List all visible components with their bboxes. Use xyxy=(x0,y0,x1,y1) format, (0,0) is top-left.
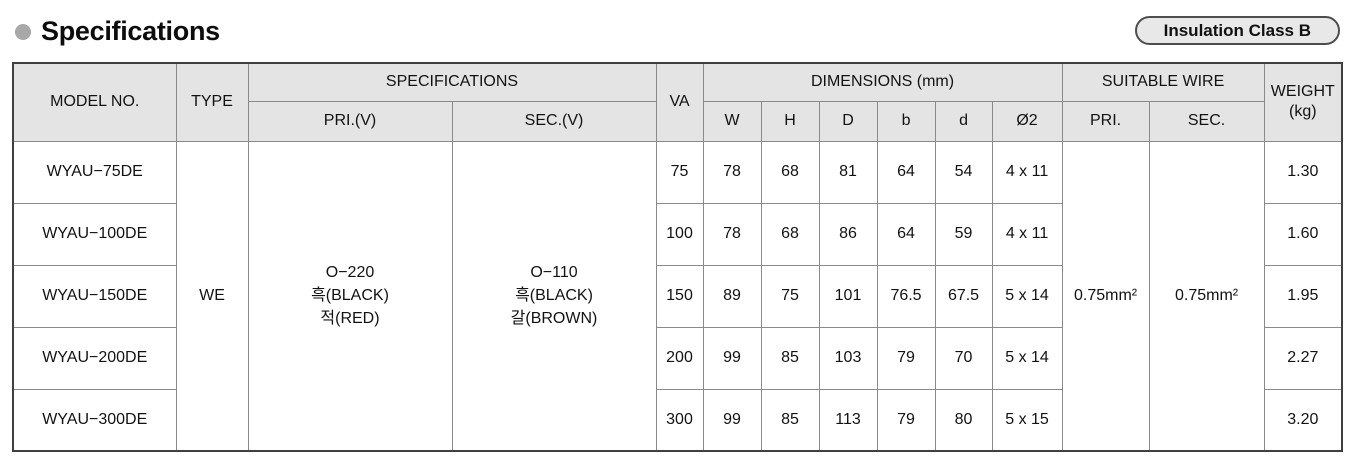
cell-dim-dia2: 5 x 14 xyxy=(991,326,1063,390)
cell-dim-dia2: 4 x 11 xyxy=(991,140,1063,204)
cell-dim-dia2: 4 x 11 xyxy=(991,202,1063,266)
cell-weight: 1.95 xyxy=(1263,264,1343,328)
cell-dim-d-small: 70 xyxy=(934,326,993,390)
cell-dim-b: 79 xyxy=(876,388,936,452)
cell-va: 200 xyxy=(655,326,704,390)
cell-dim-d: 81 xyxy=(818,140,878,204)
cell-model: WYAU−300DE xyxy=(12,388,177,452)
table-row: WYAU−150DE 150 89 75 101 76.5 67.5 5 x 1… xyxy=(12,264,1343,328)
cell-dim-b: 64 xyxy=(876,202,936,266)
col-header-pri-v: PRI.(V) xyxy=(247,100,453,142)
table-row: WYAU−300DE 300 99 85 113 79 80 5 x 15 3.… xyxy=(12,388,1343,452)
col-header-dim-w: W xyxy=(702,100,762,142)
cell-dim-d: 113 xyxy=(818,388,878,452)
cell-type-merged: WE xyxy=(175,140,249,452)
col-header-dim-dia2: Ø2 xyxy=(991,100,1063,142)
cell-weight: 1.30 xyxy=(1263,140,1343,204)
cell-dim-b: 64 xyxy=(876,140,936,204)
col-header-dimensions: DIMENSIONS (mm) xyxy=(702,62,1063,102)
pri-spec-line3: 적(RED) xyxy=(320,310,380,328)
bullet-icon xyxy=(15,23,31,40)
cell-dim-b: 76.5 xyxy=(876,264,936,328)
cell-dim-w: 99 xyxy=(702,388,762,452)
cell-va: 75 xyxy=(655,140,704,204)
cell-dim-dia2: 5 x 14 xyxy=(991,264,1063,328)
cell-pri-spec-merged: O−220 흑(BLACK) 적(RED) xyxy=(247,140,453,452)
col-header-wire-pri: PRI. xyxy=(1061,100,1150,142)
cell-va: 150 xyxy=(655,264,704,328)
cell-dim-h: 75 xyxy=(760,264,820,328)
cell-dim-d-small: 80 xyxy=(934,388,993,452)
col-header-dim-h: H xyxy=(760,100,820,142)
cell-weight: 2.27 xyxy=(1263,326,1343,390)
cell-dim-b: 79 xyxy=(876,326,936,390)
sec-spec-line3: 갈(BROWN) xyxy=(510,310,598,328)
col-header-type: TYPE xyxy=(175,62,249,142)
cell-dim-w: 78 xyxy=(702,140,762,204)
cell-weight: 3.20 xyxy=(1263,388,1343,452)
cell-dim-h: 85 xyxy=(760,326,820,390)
col-header-dim-d-small: d xyxy=(934,100,993,142)
table-row: WYAU−200DE 200 99 85 103 79 70 5 x 14 2.… xyxy=(12,326,1343,390)
insulation-class-badge-label: Insulation Class B xyxy=(1163,20,1311,40)
col-header-model-no: MODEL NO. xyxy=(12,62,177,142)
col-header-wire-sec: SEC. xyxy=(1148,100,1265,142)
page-title: Specifications xyxy=(41,16,220,46)
cell-wire-sec-merged: 0.75mm² xyxy=(1148,140,1265,452)
col-header-dim-d: D xyxy=(818,100,878,142)
col-header-weight-line2: (kg) xyxy=(1289,103,1317,121)
cell-va: 100 xyxy=(655,202,704,266)
table-row: WYAU−75DE WE O−220 흑(BLACK) 적(RED) O−110… xyxy=(12,140,1343,452)
cell-wire-pri-merged: 0.75mm² xyxy=(1061,140,1150,452)
pri-spec-line1: O−220 xyxy=(325,263,375,281)
cell-dim-h: 68 xyxy=(760,202,820,266)
cell-model: WYAU−75DE xyxy=(12,140,177,204)
cell-weight: 1.60 xyxy=(1263,202,1343,266)
sec-spec-line2: 흑(BLACK) xyxy=(515,287,593,305)
cell-dim-h: 85 xyxy=(760,388,820,452)
col-header-va: VA xyxy=(655,62,704,142)
col-header-specifications: SPECIFICATIONS xyxy=(247,62,657,102)
topbar: Specifications Insulation Class B xyxy=(0,0,1353,62)
section-title: Specifications xyxy=(15,16,220,47)
sec-spec-line1: O−110 xyxy=(530,263,578,281)
cell-dim-d: 86 xyxy=(818,202,878,266)
col-header-sec-v: SEC.(V) xyxy=(451,100,657,142)
cell-dim-d: 101 xyxy=(818,264,878,328)
col-header-dim-b: b xyxy=(876,100,936,142)
cell-model: WYAU−100DE xyxy=(12,202,177,266)
table-row: WYAU−100DE 100 78 68 86 64 59 4 x 11 1.6… xyxy=(12,202,1343,266)
cell-dim-w: 78 xyxy=(702,202,762,266)
col-header-suitable-wire: SUITABLE WIRE xyxy=(1061,62,1265,102)
cell-dim-d-small: 54 xyxy=(934,140,993,204)
cell-dim-d: 103 xyxy=(818,326,878,390)
pri-spec-line2: 흑(BLACK) xyxy=(311,287,389,305)
cell-dim-d-small: 67.5 xyxy=(934,264,993,328)
cell-model: WYAU−150DE xyxy=(12,264,177,328)
col-header-weight: WEIGHT (kg) xyxy=(1263,62,1343,142)
cell-sec-spec-merged: O−110 흑(BLACK) 갈(BROWN) xyxy=(451,140,657,452)
specifications-table: MODEL NO. TYPE SPECIFICATIONS VA DIMENSI… xyxy=(12,62,1344,452)
insulation-class-badge: Insulation Class B xyxy=(1134,16,1340,45)
cell-dim-w: 99 xyxy=(702,326,762,390)
cell-dim-d-small: 59 xyxy=(934,202,993,266)
cell-dim-w: 89 xyxy=(702,264,762,328)
cell-model: WYAU−200DE xyxy=(12,326,177,390)
col-header-weight-line1: WEIGHT xyxy=(1270,83,1335,101)
cell-dim-dia2: 5 x 15 xyxy=(991,388,1063,452)
cell-dim-h: 68 xyxy=(760,140,820,204)
cell-va: 300 xyxy=(655,388,704,452)
